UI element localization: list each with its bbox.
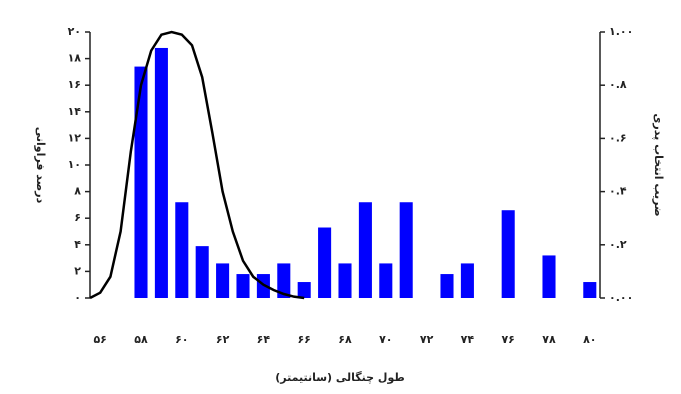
x-tick-label: ۶۸: [338, 333, 352, 346]
y-tick-label: ۱۴: [68, 105, 82, 118]
x-tick-label: ۷۲: [420, 333, 434, 346]
bar: [399, 202, 413, 298]
bar: [134, 66, 148, 298]
y-tick-label: ۰: [74, 291, 81, 304]
y2-tick-label: ۰.۴: [609, 185, 627, 198]
y2-tick-label: ۱.۰۰: [609, 25, 633, 38]
bar: [175, 202, 189, 298]
bar: [338, 263, 352, 298]
y-tick-label: ۶: [74, 211, 81, 224]
y2-tick-label: ۰.۸: [609, 78, 627, 91]
bar: [195, 246, 209, 298]
bar: [216, 263, 230, 298]
y-tick-label: ۲: [74, 264, 81, 277]
line: [89, 30, 305, 300]
y2-tick-label: ۰.۲: [609, 238, 627, 251]
bar: [440, 274, 454, 298]
y2-axis-title: ضریب انتخاب پدری: [652, 113, 665, 216]
x-tick-label: ۶۶: [297, 333, 310, 346]
x-tick-label: ۷۶: [501, 333, 514, 346]
y-tick-label: ۸: [74, 185, 81, 198]
bar: [236, 274, 250, 298]
bar: [318, 227, 332, 298]
y-tick-label: ۱۸: [68, 52, 82, 65]
bar: [460, 263, 474, 298]
x-tick-label: ۶۴: [257, 333, 271, 346]
y-tick-label: ۲۰: [68, 25, 81, 38]
bar: [583, 282, 597, 298]
bar: [358, 202, 372, 298]
bar: [379, 263, 393, 298]
x-tick-label: ۶۰: [175, 333, 188, 346]
x-tick-label: ۵۸: [134, 333, 148, 346]
bar: [542, 255, 556, 298]
bar: [277, 263, 291, 298]
x-tick-label: ۶۲: [216, 333, 230, 346]
y-tick-label: ۱۲: [68, 131, 82, 144]
y2-tick-label: ۰.۶: [609, 131, 627, 144]
y2-tick-label: ۰.۰۰: [609, 291, 633, 304]
bar: [501, 210, 515, 298]
x-tick-label: ۷۴: [461, 333, 475, 346]
bar: [297, 282, 311, 298]
y-tick-label: ۴: [74, 238, 81, 251]
x-tick-label: ۸۰: [583, 333, 596, 346]
y-tick-label: ۱۶: [68, 78, 81, 91]
bar: [154, 47, 168, 299]
y-axis-title: درصد فراوانی: [34, 127, 47, 204]
x-tick-label: ۷۰: [379, 333, 392, 346]
x-tick-label: ۷۸: [542, 333, 556, 346]
x-tick-label: ۵۶: [93, 333, 106, 346]
x-axis-title: طول چنگالی (سانتیمتر): [275, 371, 405, 384]
y-tick-label: ۱۰: [68, 158, 81, 171]
